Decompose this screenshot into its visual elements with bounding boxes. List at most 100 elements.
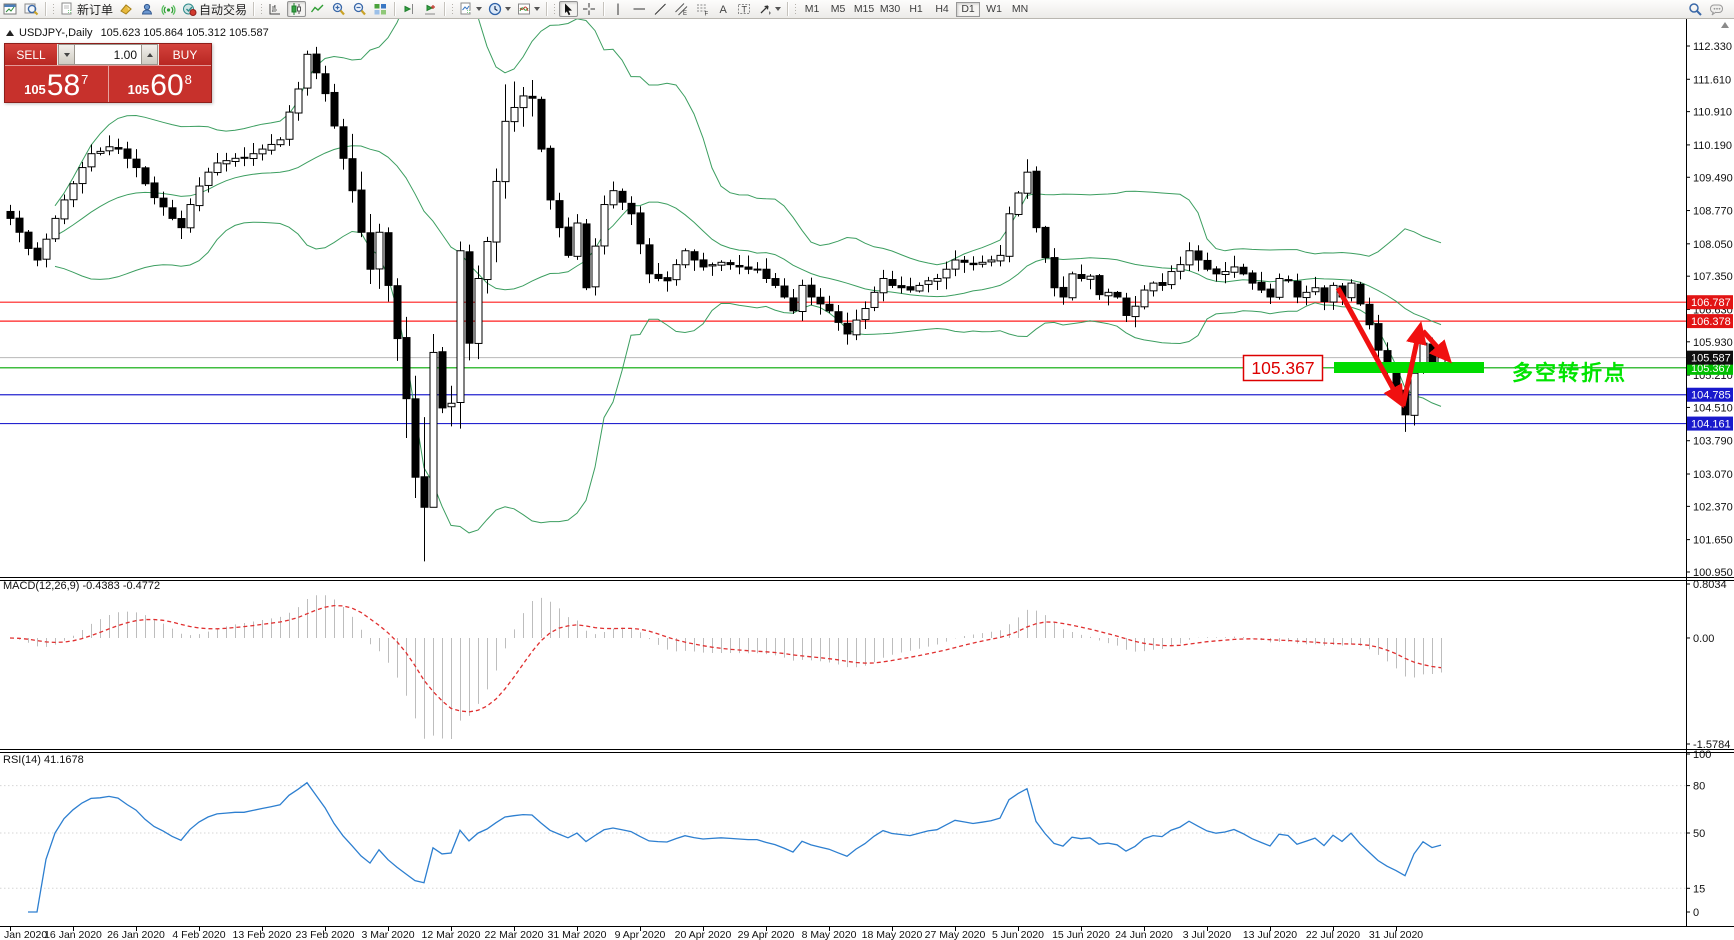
candlestick-chart-button[interactable]: [287, 1, 307, 17]
svg-text:50: 50: [1693, 828, 1705, 840]
sell-button[interactable]: SELL: [5, 44, 57, 65]
rsi-axis: 100 80 50 15 0: [1686, 749, 1711, 919]
zoom-in-button[interactable]: [329, 1, 348, 17]
svg-text:9 Apr 2020: 9 Apr 2020: [615, 929, 666, 940]
metaeditor-icon[interactable]: [117, 1, 136, 17]
volume-increase-button[interactable]: [141, 44, 158, 65]
svg-text:106.378: 106.378: [1691, 316, 1731, 328]
svg-text:24 Jun 2020: 24 Jun 2020: [1115, 929, 1173, 940]
timeframe-M1[interactable]: M1: [804, 3, 820, 16]
new-order-button[interactable]: 新订单: [58, 1, 115, 17]
timeframe-M5[interactable]: M5: [830, 3, 846, 16]
macd-signal-line: [9, 604, 1442, 713]
sell-price[interactable]: 105 58 7: [24, 69, 89, 102]
signals-icon[interactable]: [159, 1, 178, 17]
arrows-tool-button[interactable]: [756, 1, 783, 17]
buy-price[interactable]: 105 60 8: [127, 69, 192, 102]
price-axis: 112.330 111.610 110.910 110.190 109.490 108.7…: [1686, 41, 1733, 579]
svg-text:4 Feb 2020: 4 Feb 2020: [172, 929, 225, 940]
timeframe-D1[interactable]: D1: [956, 1, 981, 17]
scroll-up-icon[interactable]: [1721, 22, 1729, 28]
zoom-out-button[interactable]: [350, 1, 369, 17]
svg-text:-1.5784: -1.5784: [1693, 739, 1730, 751]
svg-text:107.350: 107.350: [1693, 271, 1733, 283]
svg-text:A: A: [720, 4, 728, 16]
periods-button[interactable]: [486, 1, 513, 17]
svg-text:22 Jul 2020: 22 Jul 2020: [1306, 929, 1360, 940]
periods-dropdown-caret[interactable]: [505, 7, 512, 11]
price-divider: [107, 66, 109, 102]
candles-layer: [6, 46, 1446, 562]
auto-scroll-button[interactable]: [421, 1, 440, 17]
svg-text:13 Feb 2020: 13 Feb 2020: [233, 929, 292, 940]
templates-button[interactable]: [515, 1, 542, 17]
svg-text:0: 0: [1693, 907, 1699, 919]
svg-text:0.00: 0.00: [1693, 633, 1714, 645]
chart-shift-button[interactable]: [400, 1, 419, 17]
trendline-tool-button[interactable]: [651, 1, 670, 17]
arrows-dropdown-caret[interactable]: [775, 7, 782, 11]
svg-text:80: 80: [1693, 781, 1705, 793]
tile-windows-button[interactable]: [371, 1, 390, 17]
turning-point-text[interactable]: 多空转折点: [1512, 361, 1627, 385]
svg-text:104.510: 104.510: [1693, 402, 1733, 414]
svg-text:23 Feb 2020: 23 Feb 2020: [296, 929, 355, 940]
timeframe-H4[interactable]: H4: [935, 3, 949, 16]
level-callout-text: 105.367: [1251, 358, 1314, 378]
svg-text:16 Jan 2020: 16 Jan 2020: [44, 929, 102, 940]
search-icon[interactable]: [1686, 1, 1705, 17]
svg-text:108.770: 108.770: [1693, 206, 1733, 218]
timeframe-M30[interactable]: M30: [879, 3, 901, 16]
svg-text:101.650: 101.650: [1693, 535, 1733, 547]
autotrading-button[interactable]: 自动交易: [180, 1, 249, 17]
svg-text:112.330: 112.330: [1693, 41, 1732, 53]
svg-text:104.785: 104.785: [1691, 390, 1731, 402]
channel-tool-button[interactable]: E: [672, 1, 691, 17]
svg-text:T: T: [742, 4, 748, 14]
line-chart-button[interactable]: [308, 1, 327, 17]
profiles-button[interactable]: [22, 1, 41, 17]
buy-button[interactable]: BUY: [159, 44, 211, 65]
indicators-dropdown-caret[interactable]: [476, 7, 483, 11]
collapse-trade-panel-arrow[interactable]: [6, 30, 14, 36]
svg-text:109.490: 109.490: [1693, 172, 1733, 184]
svg-text:31 Mar 2020: 31 Mar 2020: [548, 929, 607, 940]
svg-text:111.610: 111.610: [1693, 74, 1731, 86]
svg-text:110.910: 110.910: [1693, 107, 1732, 119]
svg-text:15 Jun 2020: 15 Jun 2020: [1052, 929, 1110, 940]
timeframe-M15[interactable]: M15: [853, 3, 875, 16]
level-callout-box[interactable]: [1242, 354, 1324, 382]
indicators-button[interactable]: [457, 1, 484, 17]
ohlc-values: 105.623 105.864 105.312 105.587: [100, 27, 269, 39]
chart-area[interactable]: 112.330 111.610 110.910 110.190 109.490 108.7…: [0, 18, 1734, 940]
symbol-period-label: USDJPY-,Daily: [19, 27, 93, 39]
timeframe-W1[interactable]: W1: [986, 3, 1002, 16]
templates-dropdown-caret[interactable]: [534, 7, 541, 11]
horizontal-line-tool-button[interactable]: [630, 1, 649, 17]
chart-info-bar: USDJPY-,Daily 105.623 105.864 105.312 10…: [6, 27, 269, 39]
new-chart-button[interactable]: [1, 1, 20, 17]
autotrading-label: 自动交易: [199, 2, 248, 17]
annotation-arrows[interactable]: [1335, 286, 1452, 409]
text-tool-button[interactable]: A: [714, 1, 733, 17]
text-label-tool-button[interactable]: T: [735, 1, 754, 17]
svg-text:104.161: 104.161: [1691, 419, 1731, 431]
svg-text:22 Mar 2020: 22 Mar 2020: [485, 929, 544, 940]
macd-pane-label: MACD(12,26,9) -0.4383 -0.4772: [3, 580, 161, 592]
volume-decrease-button[interactable]: [58, 44, 75, 65]
svg-text:0.8034: 0.8034: [1693, 579, 1727, 591]
svg-text:15: 15: [1693, 883, 1705, 895]
vertical-line-tool-button[interactable]: [609, 1, 628, 17]
bar-chart-button[interactable]: [266, 1, 285, 17]
svg-text:E: E: [683, 11, 687, 17]
svg-text:100: 100: [1693, 749, 1711, 761]
cursor-tool-button[interactable]: [559, 1, 579, 17]
chat-icon[interactable]: [1707, 1, 1727, 17]
fibonacci-tool-button[interactable]: F: [693, 1, 712, 17]
timeframe-H1[interactable]: H1: [909, 3, 923, 16]
volume-input[interactable]: 1.00: [75, 44, 141, 65]
timeframe-MN[interactable]: MN: [1011, 3, 1029, 16]
community-button[interactable]: [138, 1, 157, 17]
crosshair-tool-button[interactable]: [580, 1, 599, 17]
svg-text:8 May 2020: 8 May 2020: [802, 929, 857, 940]
